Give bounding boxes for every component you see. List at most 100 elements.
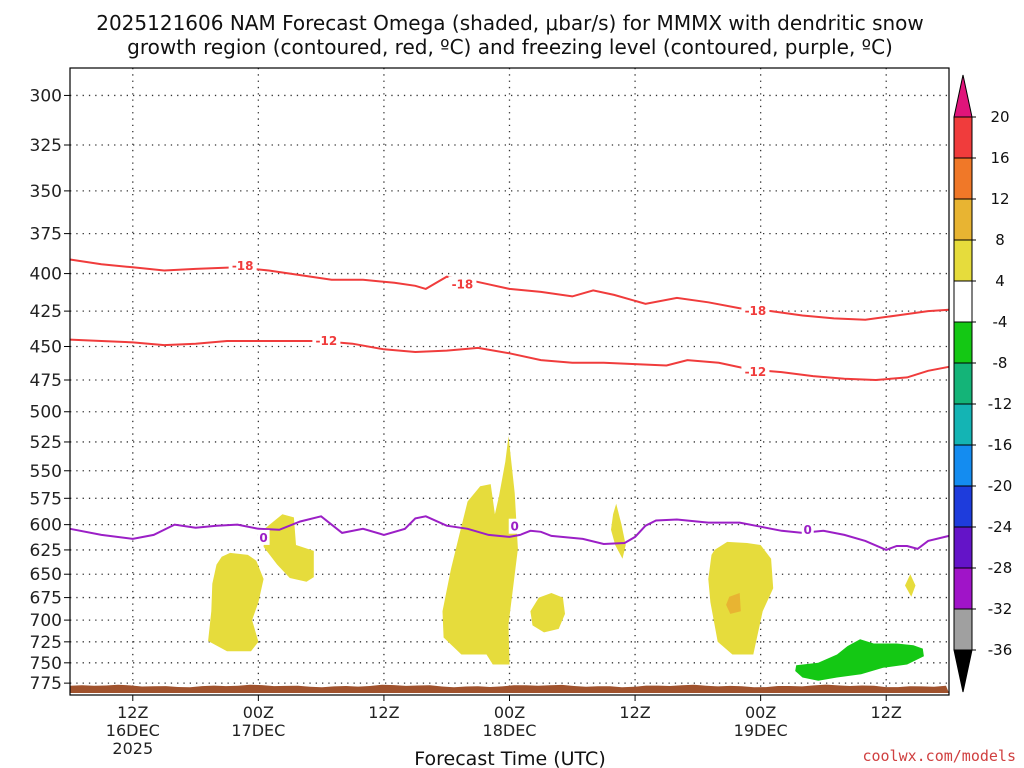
x-tick-label: 17DEC (231, 721, 285, 740)
x-tick-label: 12Z (619, 703, 650, 722)
contour-line (69, 515, 950, 551)
omega-region (611, 503, 626, 559)
contour-label-bg (741, 303, 770, 319)
omega-region (905, 574, 916, 597)
colorbar-label: -4 (993, 313, 1008, 331)
x-tick-label: 12Z (871, 703, 902, 722)
y-tick-label: 750 (30, 654, 62, 674)
contour-label: -12 (316, 334, 338, 348)
chart-title-line-1: 2025121606 NAM Forecast Omega (shaded, μ… (96, 11, 924, 35)
y-tick-label: 375 (30, 225, 62, 245)
colorbar-label: -12 (988, 395, 1013, 413)
colorbar-swatch (953, 485, 973, 528)
omega-shading (208, 436, 924, 681)
omega-region (208, 552, 264, 652)
y-tick-label: 700 (30, 611, 62, 631)
colorbar-label: 4 (995, 272, 1005, 290)
colorbar-swatch (953, 280, 973, 323)
credit-text[interactable]: coolwx.com/models (862, 747, 1016, 765)
y-tick-label: 625 (30, 541, 62, 561)
omega-region (708, 541, 774, 655)
colorbar-label: -32 (988, 600, 1013, 618)
y-tick-label: 300 (30, 86, 62, 106)
contour-lines: -18 -18 -18 -12 -12 0 0 0 (69, 257, 950, 551)
y-tick-label: 400 (30, 265, 62, 285)
colorbar-swatch (953, 239, 973, 282)
contour-line (69, 258, 950, 321)
colorbar-swatch (953, 116, 973, 159)
contour-label: -18 (452, 277, 474, 291)
y-tick-label: 725 (30, 633, 62, 653)
contour-label-bg (228, 257, 257, 273)
omega-region (726, 593, 741, 614)
omega-region (530, 593, 565, 633)
x-axis-label: Forecast Time (UTC) (414, 748, 605, 768)
x-tick-label: 00Z (243, 703, 274, 722)
x-tick-label: 19DEC (734, 721, 788, 740)
colorbar-top-arrow (953, 74, 973, 118)
contour-label: -18 (745, 304, 767, 318)
y-tick-label: 650 (30, 565, 62, 585)
colorbar-swatch (953, 567, 973, 610)
colorbar: 20 16 12 8 4 -4 -8 -12 -16 -20 -24 -28 -32 -36 (953, 74, 1013, 693)
x-tick-label: 00Z (494, 703, 525, 722)
colorbar-label: -28 (988, 559, 1013, 577)
contour-label: -18 (232, 259, 254, 273)
x-tick-label: 12Z (368, 703, 399, 722)
x-tick-label: 00Z (745, 703, 776, 722)
colorbar-label: 20 (990, 108, 1009, 126)
y-tick-label: 550 (30, 462, 62, 482)
colorbar-label: 8 (995, 231, 1005, 249)
colorbar-swatch (953, 198, 973, 241)
y-tick-label: 575 (30, 489, 62, 509)
y-tick-label: 425 (30, 302, 62, 322)
colorbar-swatch (953, 526, 973, 569)
x-tick-label: 2025 (112, 739, 153, 758)
y-tick-label: 500 (30, 403, 62, 423)
plot-frame (69, 67, 950, 696)
colorbar-swatch (953, 608, 973, 651)
y-tick-label: 675 (30, 589, 62, 609)
colorbar-label: -36 (988, 641, 1013, 659)
colorbar-label: -8 (993, 354, 1008, 372)
colorbar-swatch (953, 444, 973, 487)
x-tick-label: 18DEC (483, 721, 537, 740)
contour-line (69, 338, 950, 382)
y-tick-label: 525 (30, 433, 62, 453)
chart-title-line-2: growth region (contoured, red, ºC) and f… (127, 35, 893, 59)
omega-region (263, 514, 314, 582)
y-tick-label: 475 (30, 371, 62, 391)
colorbar-label: -16 (988, 436, 1013, 454)
contour-label-bg (801, 521, 814, 537)
y-tick-label: 600 (30, 516, 62, 536)
contour-label-bg (741, 364, 770, 380)
contour-label-bg (312, 332, 341, 348)
y-tick-label: 325 (30, 136, 62, 156)
contour-label-bg (448, 276, 477, 292)
x-tick-label: 12Z (117, 703, 148, 722)
colorbar-swatch (953, 403, 973, 446)
contour-label: 0 (259, 531, 267, 545)
colorbar-label: 16 (990, 149, 1009, 167)
y-tick-label: 350 (30, 182, 62, 202)
contour-label: 0 (804, 523, 812, 537)
contour-label-bg (257, 529, 270, 545)
axes: 300 325 350 375 400 425 450 475 500 525 550 575 600 6… (30, 67, 950, 758)
y-tick-label: 775 (30, 674, 62, 694)
ground-layer (70, 684, 949, 693)
ground-strip (70, 684, 949, 693)
colorbar-label: -24 (988, 518, 1013, 536)
colorbar-swatch (953, 362, 973, 405)
colorbar-label: 12 (990, 190, 1009, 208)
contour-label-bg (508, 518, 521, 534)
contour-label: -12 (745, 365, 767, 379)
y-tick-label: 450 (30, 338, 62, 358)
colorbar-swatch (953, 157, 973, 200)
omega-region (795, 639, 924, 681)
colorbar-bottom-arrow (953, 649, 973, 693)
colorbar-swatch (953, 321, 973, 364)
colorbar-label: -20 (988, 477, 1013, 495)
x-tick-label: 16DEC (106, 721, 160, 740)
omega-region (442, 436, 518, 665)
